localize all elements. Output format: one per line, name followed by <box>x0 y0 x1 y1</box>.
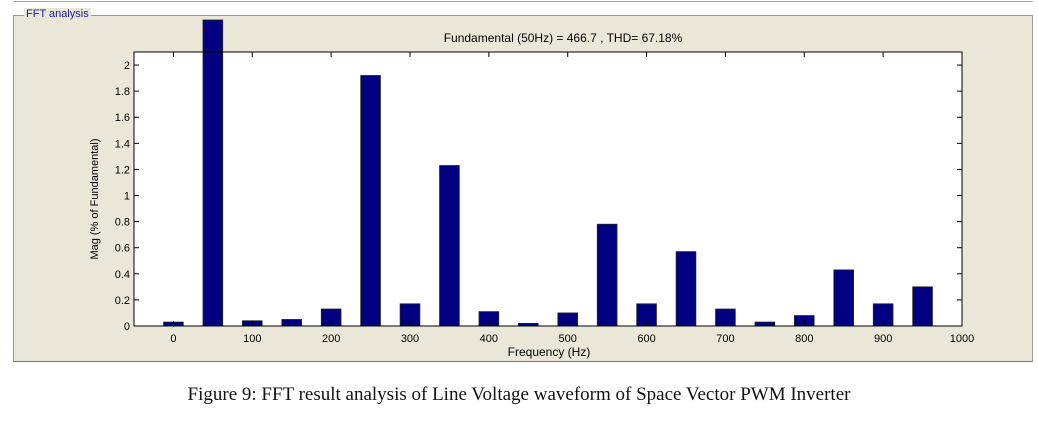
bar-250hz <box>360 75 381 327</box>
y-tick-label: 0.2 <box>115 295 130 307</box>
figure-caption: Figure 9: FFT result analysis of Line Vo… <box>187 384 851 405</box>
y-tick-label: 0.4 <box>115 269 130 281</box>
x-tick-label: 800 <box>795 333 813 345</box>
y-tick-label: 0.6 <box>115 243 130 255</box>
x-axis-label: Frequency (Hz) <box>508 345 591 359</box>
axes-frame <box>133 51 963 327</box>
x-tick-label: 900 <box>874 333 892 345</box>
y-tick-label: 0 <box>124 321 130 333</box>
chart-title: Fundamental (50Hz) = 466.7 , THD= 67.18% <box>444 31 683 45</box>
bar-950hz <box>912 286 933 327</box>
y-tick-label: 0.8 <box>115 217 130 229</box>
y-axis-label: Mag (% of Fundamental) <box>89 138 101 259</box>
x-tick-label: 200 <box>322 333 340 345</box>
y-tick-label: 1.4 <box>115 138 130 150</box>
y-tick-label: 2 <box>124 60 130 72</box>
y-tick-label: 1.6 <box>115 112 130 124</box>
bar-750hz <box>754 321 776 327</box>
bar-50hz <box>202 19 224 327</box>
panel-title: FFT analysis <box>24 8 91 20</box>
y-tick-label: 1 <box>124 191 130 203</box>
x-tick-label: 300 <box>401 333 419 345</box>
top-rule <box>13 1 1033 2</box>
y-tick-label: 1.8 <box>115 86 130 98</box>
x-tick-label: 400 <box>480 333 498 345</box>
x-tick-label: 0 <box>170 333 176 345</box>
x-tick-label: 500 <box>559 333 577 345</box>
x-tick-label: 600 <box>637 333 655 345</box>
bar-650hz <box>675 251 697 327</box>
bar-150hz <box>281 319 302 327</box>
bar-550hz <box>596 223 618 327</box>
bar-350hz <box>439 165 460 327</box>
y-tick-label: 1.2 <box>115 164 130 176</box>
bar-850hz <box>833 269 854 327</box>
x-tick-label: 100 <box>243 333 261 345</box>
fft-bar-chart: 0 100 200 300 400 500 600 700 800 900 1000 0 0.2 0.4 0… <box>89 19 974 359</box>
x-tick-label: 700 <box>716 333 734 345</box>
x-tick-label: 1000 <box>950 333 974 345</box>
